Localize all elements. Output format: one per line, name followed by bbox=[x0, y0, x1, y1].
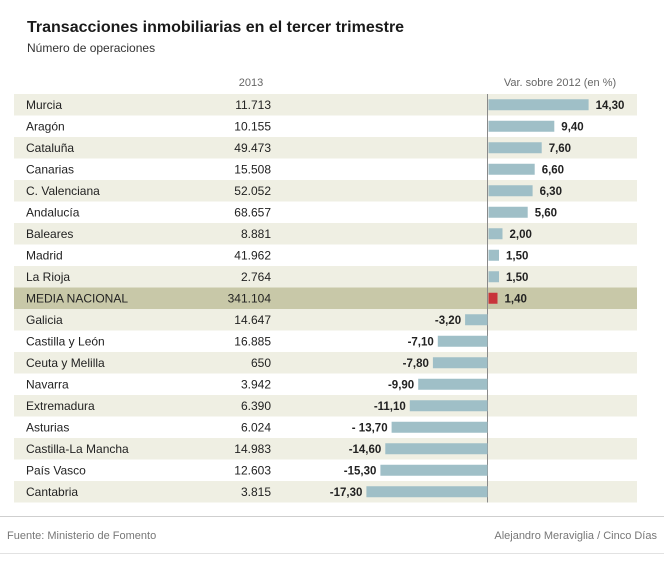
variation-bar bbox=[488, 249, 499, 261]
column-header-variation: Var. sobre 2012 (en %) bbox=[503, 77, 617, 89]
variation-label: 6,30 bbox=[540, 186, 562, 198]
chart-subtitle: Número de operaciones bbox=[27, 41, 156, 55]
variation-bar bbox=[488, 206, 528, 218]
variation-bar bbox=[366, 486, 488, 498]
row-stripe-background bbox=[14, 266, 637, 288]
variation-bar bbox=[391, 421, 488, 433]
row-stripe-background bbox=[14, 481, 637, 503]
row-stripe-background bbox=[14, 223, 637, 245]
row-stripe-background bbox=[14, 395, 637, 417]
variation-bar bbox=[432, 357, 488, 369]
variation-label: 6,60 bbox=[542, 164, 564, 176]
row-highlight-background bbox=[14, 287, 637, 309]
region-label: Castilla-La Mancha bbox=[26, 442, 129, 456]
operations-value: 2.764 bbox=[241, 270, 271, 284]
variation-bar bbox=[488, 120, 555, 132]
region-label: Extremadura bbox=[26, 399, 95, 413]
variation-bar bbox=[380, 464, 488, 476]
credit-note: Alejandro Meraviglia / Cinco Días bbox=[494, 530, 657, 542]
region-label: Cantabria bbox=[26, 485, 78, 499]
region-label: Asturias bbox=[26, 420, 69, 434]
row-stripe-background bbox=[14, 137, 637, 159]
operations-value: 15.508 bbox=[234, 162, 271, 176]
operations-value: 3.942 bbox=[241, 377, 271, 391]
variation-label: -15,30 bbox=[344, 465, 377, 477]
operations-value: 52.052 bbox=[234, 184, 271, 198]
row-stripe-background bbox=[14, 309, 637, 331]
region-label: Castilla y León bbox=[26, 334, 105, 348]
variation-bar bbox=[488, 142, 542, 154]
variation-bar bbox=[488, 99, 589, 111]
row-stripe-background bbox=[14, 94, 637, 116]
region-label: Aragón bbox=[26, 119, 65, 133]
variation-label: 14,30 bbox=[596, 100, 625, 112]
variation-label: 5,60 bbox=[535, 207, 557, 219]
operations-value: 341.104 bbox=[228, 291, 272, 305]
operations-value: 41.962 bbox=[234, 248, 271, 262]
region-label: Canarias bbox=[26, 162, 74, 176]
variation-label: 1,40 bbox=[505, 293, 527, 305]
region-label: Cataluña bbox=[26, 141, 74, 155]
variation-label: -3,20 bbox=[435, 315, 461, 327]
operations-value: 6.024 bbox=[241, 420, 271, 434]
operations-value: 68.657 bbox=[234, 205, 271, 219]
variation-label: -17,30 bbox=[330, 487, 363, 499]
variation-label: -9,90 bbox=[388, 379, 414, 391]
source-note: Fuente: Ministerio de Fomento bbox=[7, 530, 157, 542]
variation-label: 2,00 bbox=[510, 229, 532, 241]
variation-bar bbox=[385, 443, 488, 455]
operations-value: 6.390 bbox=[241, 399, 271, 413]
variation-bar bbox=[465, 314, 488, 326]
operations-value: 14.983 bbox=[234, 442, 271, 456]
variation-label: -7,10 bbox=[408, 336, 434, 348]
region-label: Murcia bbox=[26, 98, 62, 112]
region-label: Andalucía bbox=[26, 205, 80, 219]
operations-value: 14.647 bbox=[234, 313, 271, 327]
operations-value: 650 bbox=[251, 356, 271, 370]
variation-bar bbox=[418, 378, 488, 390]
variation-bar bbox=[437, 335, 488, 347]
variation-bar bbox=[488, 228, 503, 240]
variation-label: 1,50 bbox=[506, 272, 528, 284]
variation-bar bbox=[488, 163, 535, 175]
variation-label: -14,60 bbox=[349, 444, 382, 456]
bottom-divider bbox=[0, 553, 664, 554]
chart-title: Transacciones inmobiliarias en el tercer… bbox=[27, 19, 405, 36]
region-label: País Vasco bbox=[26, 463, 86, 477]
operations-value: 11.713 bbox=[235, 98, 271, 112]
region-label: MEDIA NACIONAL bbox=[26, 291, 128, 305]
variation-label: -11,10 bbox=[374, 401, 406, 413]
operations-value: 12.603 bbox=[234, 463, 271, 477]
operations-value: 8.881 bbox=[241, 227, 271, 241]
row-stripe-background bbox=[14, 180, 637, 202]
variation-label: 9,40 bbox=[561, 121, 583, 133]
column-header-year: 2013 bbox=[238, 77, 264, 89]
region-label: Galicia bbox=[26, 313, 63, 327]
region-label: C. Valenciana bbox=[26, 184, 100, 198]
region-label: La Rioja bbox=[26, 270, 70, 284]
variation-bar bbox=[488, 292, 498, 304]
variation-bar bbox=[488, 185, 533, 197]
region-label: Madrid bbox=[26, 248, 63, 262]
region-label: Navarra bbox=[26, 377, 69, 391]
operations-value: 49.473 bbox=[234, 141, 271, 155]
variation-bar bbox=[488, 271, 499, 283]
variation-label: 1,50 bbox=[506, 250, 528, 262]
region-label: Baleares bbox=[26, 227, 73, 241]
operations-value: 16.885 bbox=[234, 334, 271, 348]
operations-value: 10.155 bbox=[234, 119, 271, 133]
variation-label: 7,60 bbox=[549, 143, 571, 155]
variation-label: - 13,70 bbox=[352, 422, 388, 434]
variation-label: -7,80 bbox=[403, 358, 429, 370]
bar-chart: Murcia 11.713 14,30 Aragón 10.155 9,40 Cataluñ… bbox=[14, 94, 637, 503]
operations-value: 3.815 bbox=[241, 485, 271, 499]
region-label: Ceuta y Melilla bbox=[26, 356, 105, 370]
variation-bar bbox=[409, 400, 488, 412]
row-stripe-background bbox=[14, 352, 637, 374]
footer-divider bbox=[0, 516, 664, 517]
